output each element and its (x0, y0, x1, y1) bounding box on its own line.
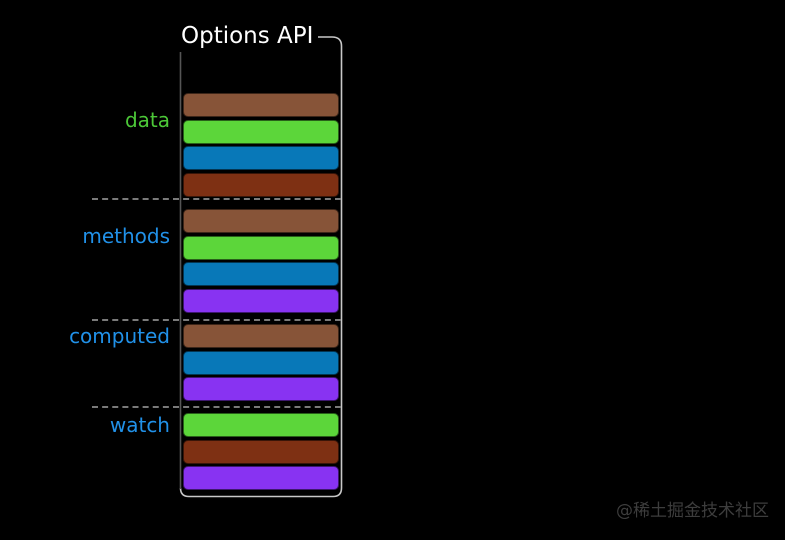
diagram-title: Options API (181, 23, 314, 49)
section-separator-0 (92, 198, 341, 200)
section-separator-2 (92, 406, 341, 408)
section-separator-1 (92, 319, 341, 321)
data-bar-sienna (183, 93, 339, 117)
section-label-computed: computed (69, 324, 170, 348)
section-label-data: data (124, 108, 170, 132)
section-label-watch: watch (109, 413, 170, 437)
methods-bar-green (183, 235, 339, 260)
data-bar-blue (183, 146, 339, 171)
watermark: @稀土掘金技术社区 (616, 501, 769, 521)
computed-bar-sienna (183, 324, 339, 348)
watch-bar-darkred (183, 439, 339, 464)
computed-bar-blue (183, 350, 339, 375)
data-bar-green (183, 119, 339, 144)
methods-bar-blue (183, 262, 339, 287)
methods-bar-purple (183, 289, 339, 314)
watch-bar-green (183, 413, 339, 437)
section-label-methods: methods (82, 224, 170, 248)
computed-bar-purple (183, 377, 339, 402)
watch-bar-purple (183, 466, 339, 491)
methods-bar-sienna (183, 209, 339, 233)
data-bar-darkred (183, 173, 339, 198)
